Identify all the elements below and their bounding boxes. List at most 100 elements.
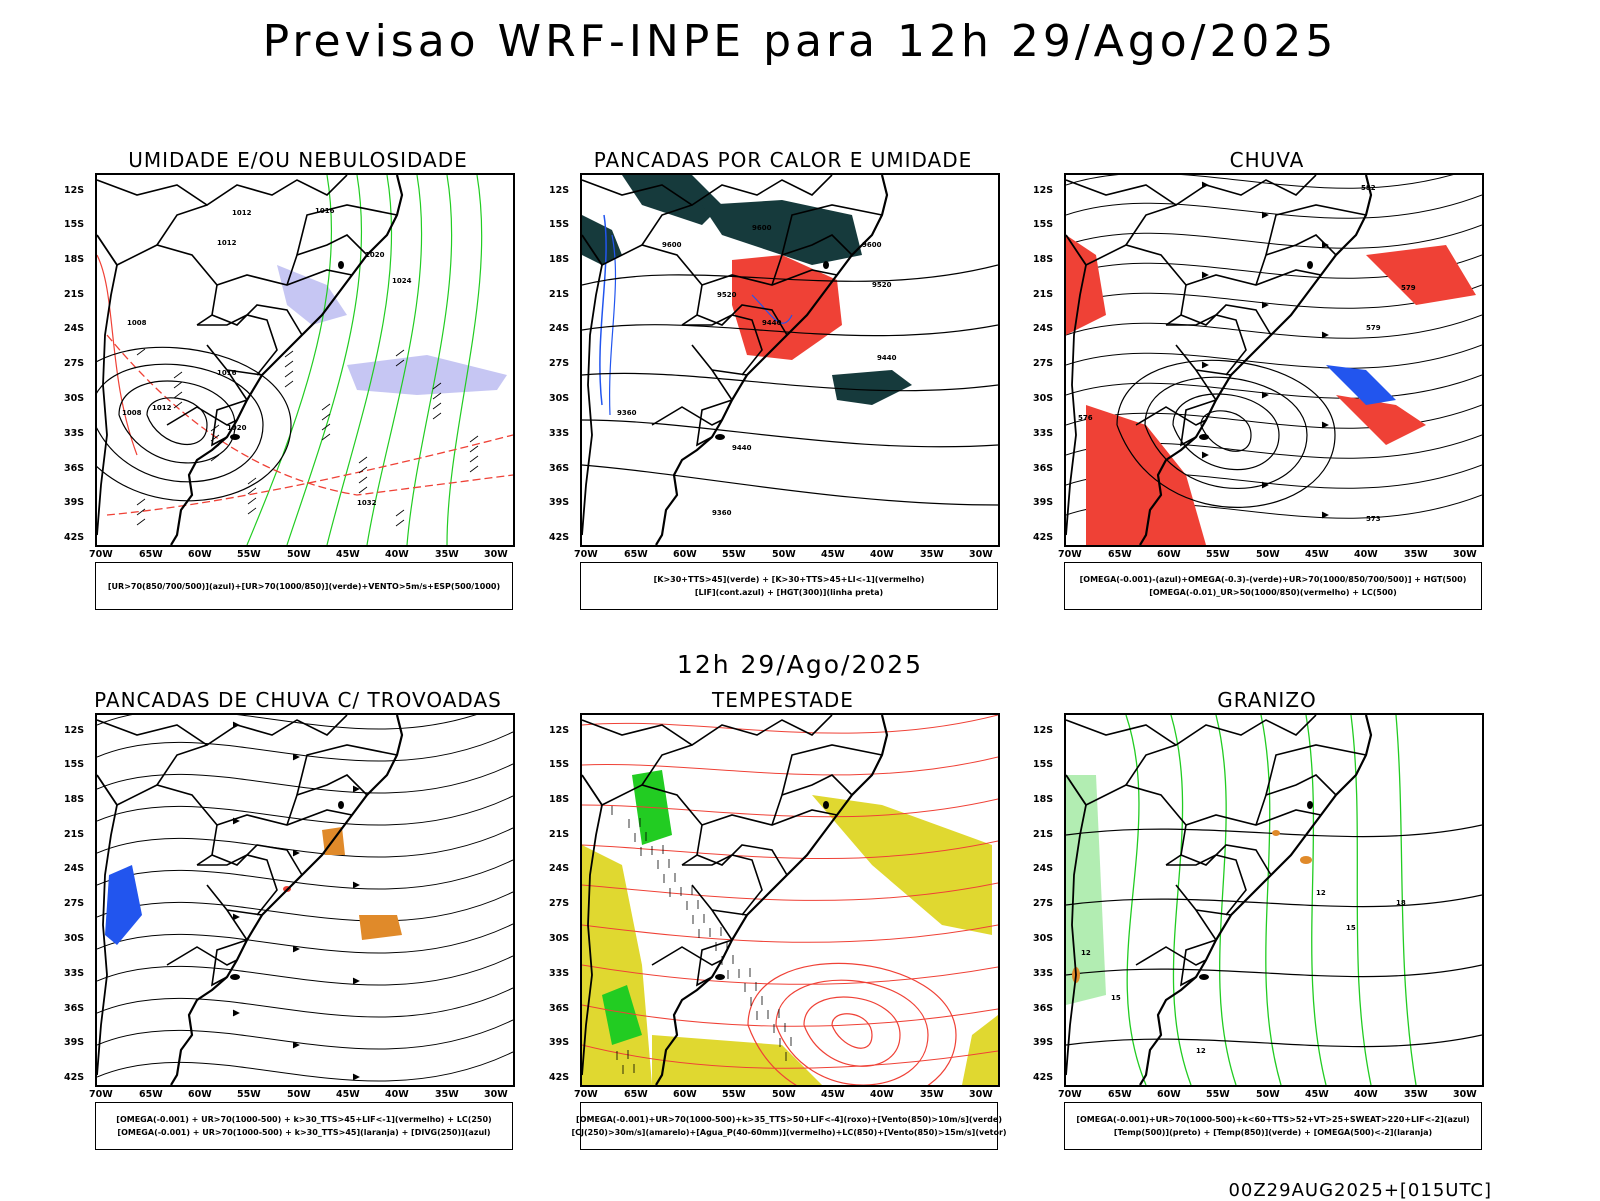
- map-panel-4: PANCADAS DE CHUVA C/ TROVOADAS 12S 15S 18S 2…: [58, 688, 538, 1158]
- contour-label: 9600: [752, 224, 772, 232]
- longitude-label: 55W: [1206, 549, 1230, 560]
- latitude-label: 21S: [1033, 829, 1054, 840]
- latitude-label: 18S: [64, 794, 85, 805]
- longitude-label: 30W: [1453, 1089, 1477, 1100]
- longitude-label: 60W: [1157, 1089, 1181, 1100]
- longitude-label: 55W: [722, 549, 746, 560]
- contour-label: 1012: [217, 239, 237, 247]
- latitude-label: 39S: [1033, 497, 1054, 508]
- longitude-label: 45W: [1305, 549, 1329, 560]
- contour-label: 9440: [877, 354, 897, 362]
- border-line: [1195, 369, 1232, 376]
- latitude-label: 30S: [1033, 933, 1054, 944]
- humidity-contour-1000-850: [326, 175, 393, 545]
- contour-label: 1020: [365, 251, 385, 259]
- border-line: [641, 744, 693, 786]
- wind-vector: [173, 391, 183, 399]
- wind-vector: [284, 360, 294, 368]
- streamline: [97, 715, 477, 730]
- latitude-label: 36S: [549, 463, 570, 474]
- omega-area: [1326, 365, 1396, 405]
- latitude-label: 39S: [1033, 1037, 1054, 1048]
- wind-vector: [247, 477, 257, 485]
- longitude-label: 45W: [336, 1089, 360, 1100]
- border-line: [711, 909, 748, 916]
- jet-stream-area: [652, 1035, 822, 1085]
- border-line: [1255, 234, 1337, 286]
- latitude-label: 15S: [549, 759, 570, 770]
- contour-label: 1024: [392, 277, 412, 285]
- latitude-label: 21S: [549, 289, 570, 300]
- temperature-500: [1066, 964, 1482, 978]
- heat-moisture-area: [702, 200, 862, 265]
- latitude-label: 36S: [1033, 463, 1054, 474]
- streamline: [97, 1019, 513, 1050]
- border-line: [771, 234, 853, 286]
- streamline-arrow: [1201, 271, 1209, 279]
- jet-stream-area: [582, 845, 652, 1085]
- lake: [1307, 801, 1313, 809]
- longitude-label: 70W: [574, 549, 598, 560]
- longitude-label: 55W: [722, 1089, 746, 1100]
- panel-title: UMIDADE E/OU NEBULOSIDADE: [128, 148, 468, 172]
- contour-label: 579: [1366, 324, 1381, 332]
- longitude-label: 40W: [1354, 1089, 1378, 1100]
- wind-vector: [136, 498, 146, 506]
- streamline-850: [582, 882, 998, 901]
- legend-box: [OMEGA(-0.001) + UR>70(1000-500) + k>30_…: [95, 1102, 513, 1150]
- contour-label: 579: [1401, 284, 1416, 292]
- jet-stream-area: [812, 795, 992, 935]
- wind-vector: [321, 423, 331, 431]
- longitude-label: 30W: [484, 549, 508, 560]
- geopotential-height-300: [582, 264, 998, 286]
- latitude-label: 21S: [64, 829, 85, 840]
- longitude-label: 60W: [673, 1089, 697, 1100]
- contour-line: [97, 363, 264, 483]
- contour-line: [1200, 410, 1252, 452]
- lake: [1307, 261, 1313, 269]
- streamline: [1066, 344, 1482, 369]
- temperature-850: [1170, 715, 1192, 1085]
- streamline: [97, 955, 513, 986]
- border-line: [1180, 844, 1272, 876]
- latitude-label: 30S: [549, 933, 570, 944]
- border-line: [1265, 204, 1367, 256]
- map-area: 18 12 15 12 15 12: [1064, 713, 1484, 1087]
- longitude-label: 45W: [1305, 1089, 1329, 1100]
- panel-title: GRANIZO: [1217, 688, 1317, 712]
- border-line: [651, 406, 723, 426]
- map-area: 9600 9600 9600 9520 9520 9440 9440 9440 9360 9360: [580, 173, 1000, 547]
- wind-vector: [358, 456, 368, 464]
- border-line: [696, 304, 788, 336]
- longitude-label: 70W: [1058, 549, 1082, 560]
- longitude-label: 35W: [920, 1089, 944, 1100]
- latitude-label: 12S: [64, 725, 85, 736]
- streamline: [97, 923, 513, 954]
- legend-text: [CJ(250)>30m/s](amarelo)+[Agua_P(40-60mm…: [571, 1128, 1007, 1137]
- legend-text: [OMEGA(-0.001)+UR>70(1000-500)+k>35_TTS>…: [576, 1115, 1002, 1124]
- latitude-label: 18S: [64, 254, 85, 265]
- map-area: 582 579 579 576 573: [1064, 173, 1484, 547]
- contour-label: 9440: [732, 444, 752, 452]
- streamline-arrow: [1321, 331, 1329, 339]
- streamline: [97, 795, 513, 826]
- map-graphic: 18 12 15 12 15 12: [1066, 715, 1482, 1085]
- coastline-west: [582, 234, 603, 536]
- border-line: [711, 369, 748, 376]
- wind-vector: [321, 403, 331, 411]
- humidity-contour-1000-850: [406, 175, 453, 545]
- latitude-label: 18S: [1033, 254, 1054, 265]
- rain-area: [1366, 245, 1476, 305]
- latitude-label: 39S: [549, 497, 570, 508]
- latitude-label: 27S: [549, 358, 570, 369]
- map-graphic: [582, 715, 998, 1085]
- heat-moisture-area: [582, 215, 622, 265]
- longitude-label: 40W: [870, 549, 894, 560]
- legend-box: [OMEGA(-0.001)-(azul)+OMEGA(-0.3)-(verde…: [1064, 562, 1482, 610]
- streamline-arrow: [292, 1041, 300, 1049]
- contour-line: [118, 380, 236, 464]
- wind-vector: [284, 370, 294, 378]
- streamline-arrow: [1261, 301, 1269, 309]
- contour-label: 1020: [227, 424, 247, 432]
- lake: [823, 261, 829, 269]
